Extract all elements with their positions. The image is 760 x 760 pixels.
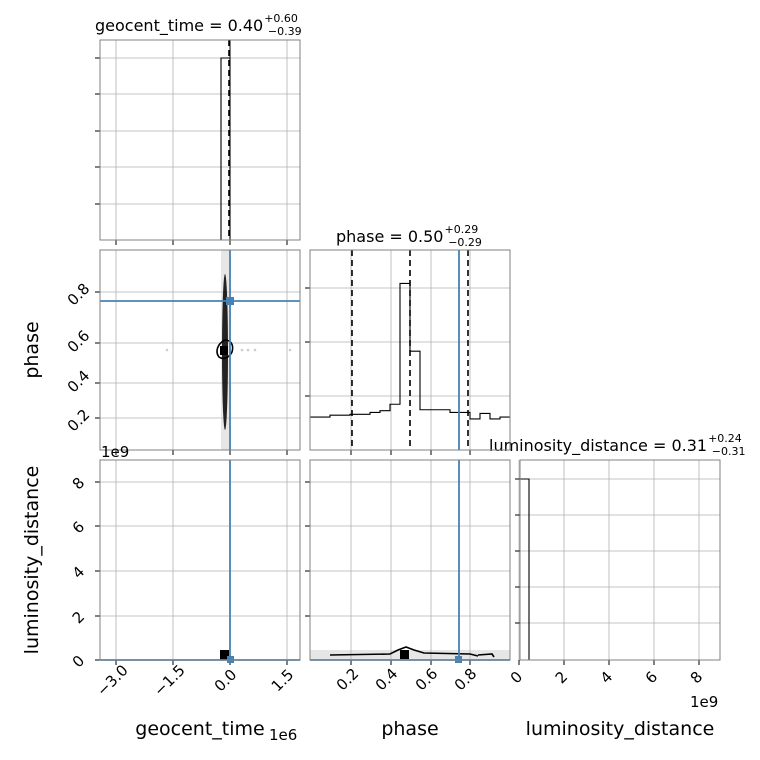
- ytick-phase-2: 0.4: [64, 367, 94, 397]
- ytick-dist-6: 6: [69, 518, 88, 537]
- offset-text-geocent-time: 1e6: [269, 726, 297, 744]
- title-phase: phase = 0.50+0.29 −0.29: [336, 223, 482, 249]
- xtick-geo-3: 1.5: [268, 666, 298, 696]
- ytick-dist-4: 4: [69, 563, 88, 582]
- xtick-phase-0: 0.2: [333, 665, 363, 695]
- hist-geocent-time: [100, 57, 300, 241]
- xtick-dist-2: 2: [552, 668, 571, 687]
- xtick-phase-1: 0.4: [372, 665, 402, 695]
- xtick-dist-8: 8: [687, 668, 706, 687]
- panel-hist-distance: [515, 459, 721, 665]
- title-luminosity-distance: luminosity_distance = 0.31+0.24 −0.31: [489, 432, 746, 458]
- panel-distance-vs-phase: [305, 459, 511, 665]
- ytick-phase-3: 0.2: [64, 406, 94, 436]
- ylabel-luminosity-distance: luminosity_distance: [21, 466, 43, 655]
- ytick-dist-2: 2: [69, 608, 88, 627]
- contour-distance-phase: [329, 646, 495, 658]
- xtick-dist-0: 0: [507, 668, 526, 687]
- offset-text-distance-y: 1e9: [101, 443, 129, 461]
- ytick-phase-1: 0.6: [64, 327, 94, 357]
- xlabel-luminosity-distance: luminosity_distance: [526, 718, 715, 740]
- panel-phase-vs-geocent-time: [95, 249, 301, 455]
- xtick-dist-6: 6: [642, 668, 661, 687]
- yticks-distance: 8 6 4 2 0 1e9: [69, 443, 130, 671]
- panel-hist-geocent-time: [95, 39, 301, 245]
- ytick-phase-0: 0.8: [64, 280, 94, 310]
- panel-hist-phase: [305, 249, 511, 455]
- offset-text-distance-x: 1e9: [690, 693, 718, 711]
- xtick-geo-0: −3.0: [93, 661, 131, 699]
- xtick-geo-1: −1.5: [150, 661, 188, 699]
- yticks-phase: 0.8 0.6 0.4 0.2: [64, 280, 94, 436]
- ytick-dist-0: 0: [69, 652, 88, 671]
- xticks-distance: 0 2 4 6 8 1e9: [507, 668, 719, 711]
- xtick-dist-4: 4: [597, 668, 616, 687]
- xtick-phase-3: 0.8: [451, 665, 481, 695]
- xtick-geo-2: 0.0: [211, 666, 241, 696]
- xtick-phase-2: 0.6: [412, 665, 442, 695]
- xticks-phase: 0.2 0.4 0.6 0.8: [333, 665, 481, 695]
- xlabel-phase: phase: [381, 718, 438, 740]
- hist-distance: [520, 478, 530, 660]
- panel-distance-vs-geocent-time: [95, 459, 301, 665]
- ytick-dist-8: 8: [69, 474, 88, 493]
- ylabel-phase: phase: [21, 321, 43, 378]
- xlabel-geocent-time: geocent_time: [135, 718, 264, 740]
- title-geocent-time: geocent_time = 0.40+0.60 −0.39: [95, 12, 302, 38]
